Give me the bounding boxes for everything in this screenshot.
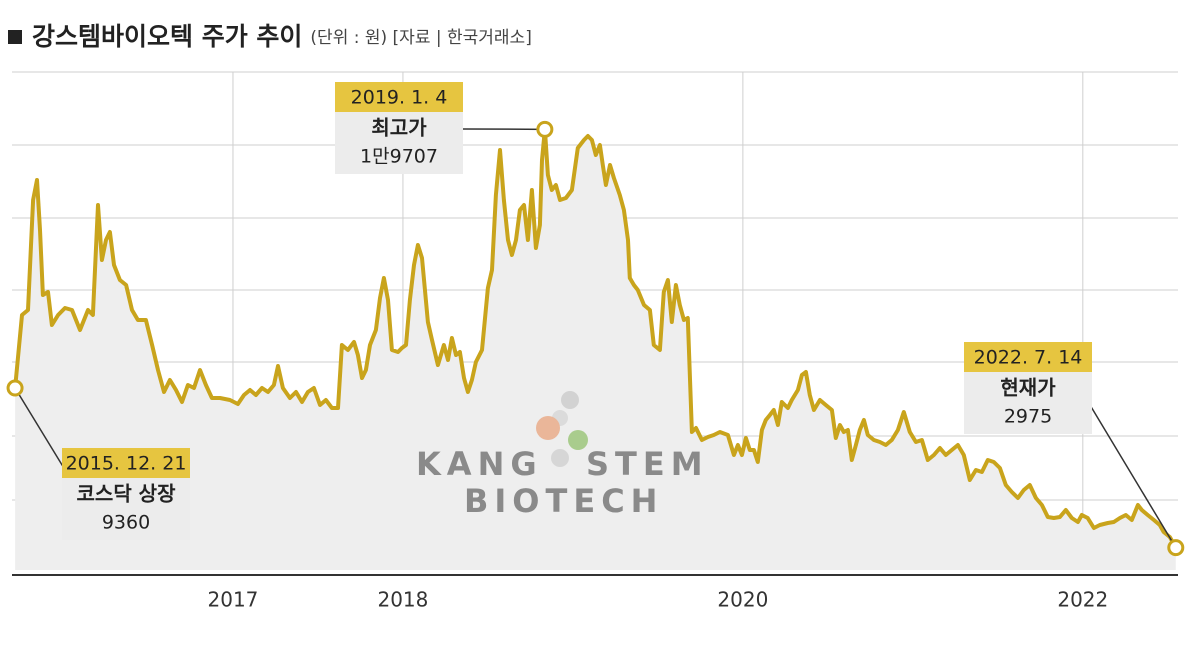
- logo-dot: [551, 449, 569, 467]
- title-text: 강스템바이오텍 주가 추이: [32, 22, 302, 51]
- annotation-label: 현재가: [1000, 376, 1056, 400]
- point-marker: [1167, 539, 1185, 557]
- annotation-label: 최고가: [371, 116, 427, 140]
- annotation-date-band: [964, 342, 1092, 372]
- x-tick-label: 2017: [208, 588, 259, 612]
- leader-line: [14, 387, 71, 479]
- subtitle: (단위 : 원) [자료 | 한국거래소]: [310, 28, 531, 48]
- chart-title: 강스템바이오텍 주가 추이 (단위 : 원) [자료 | 한국거래소]: [32, 22, 532, 51]
- annotations: 2015. 12. 21 코스닥 상장 9360 2019. 1. 4 최고가 1만970…: [6, 82, 1185, 557]
- annotation-value: 9360: [102, 512, 150, 534]
- annotation-date-band: [62, 448, 190, 478]
- annotation-label: 코스닥 상장: [77, 482, 177, 506]
- area: [15, 129, 1176, 571]
- point-marker: [536, 120, 554, 138]
- x-tick-label: 2020: [717, 588, 768, 612]
- price-line: [13, 127, 1178, 549]
- logo-dot: [568, 430, 588, 450]
- leader-line: [1089, 404, 1177, 549]
- logo-dot: [536, 416, 560, 440]
- watermark: BIOTECH: [464, 482, 663, 520]
- logo-dot: [561, 391, 579, 409]
- annotation-date: 2015. 12. 21: [66, 453, 187, 475]
- x-tick-label: 2018: [377, 588, 428, 612]
- annotation-value: 2975: [1004, 406, 1052, 428]
- title-bullet: [8, 30, 22, 44]
- watermark: KANG: [416, 445, 543, 483]
- x-tick-label: 2022: [1057, 588, 1108, 612]
- annotation-value: 1만9707: [360, 146, 438, 168]
- plot-area: [12, 72, 1178, 576]
- watermark: STEM: [586, 445, 709, 483]
- point-marker: [6, 379, 24, 397]
- annotation-date: 2019. 1. 4: [351, 87, 448, 109]
- annotation-date-band: [335, 82, 463, 112]
- annotation-date: 2022. 7. 14: [974, 347, 1083, 369]
- logo: [536, 391, 588, 467]
